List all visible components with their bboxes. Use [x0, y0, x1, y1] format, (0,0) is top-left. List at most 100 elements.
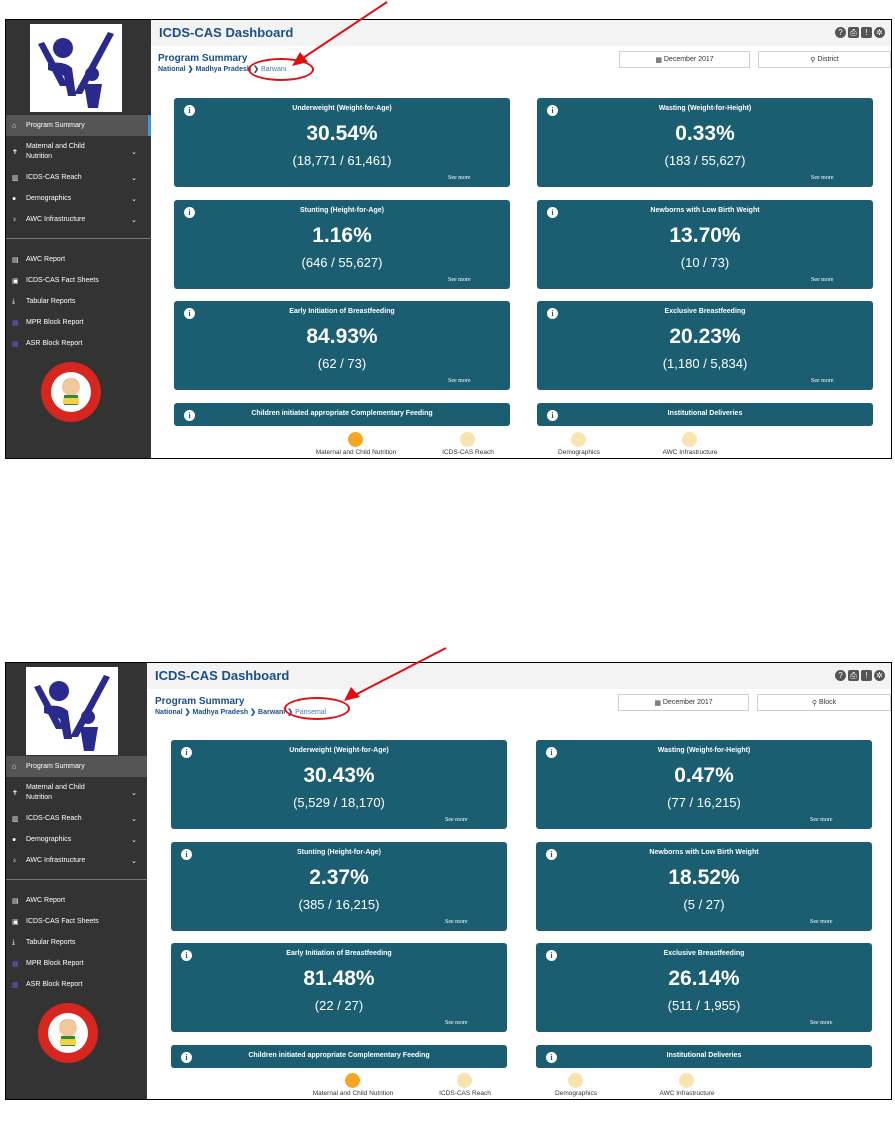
breadcrumb-item[interactable]: Madhya Pradesh	[192, 709, 249, 716]
info-icon[interactable]: i	[546, 747, 557, 758]
kpi-card-exclusive-breastfeeding: i Exclusive Breastfeeding 26.14% (511 / 1,9…	[536, 943, 872, 1032]
info-icon[interactable]: i	[181, 747, 192, 758]
see-more-link[interactable]: See more	[811, 175, 834, 181]
see-more-link[interactable]: See more	[810, 817, 833, 823]
sidebar-item-maternal-child-nutrition[interactable]: ✝ Maternal and Child Nutrition ⌄	[6, 136, 151, 167]
see-more-link[interactable]: See more	[810, 1020, 833, 1026]
see-more-link[interactable]: See more	[445, 1020, 468, 1026]
kpi-title: Wasting (Weight-for-Height)	[657, 747, 751, 754]
see-more-link[interactable]: See more	[448, 378, 471, 384]
sidebar-item-maternal-child-nutrition[interactable]: ✝ Maternal and Child Nutrition ⌄	[6, 777, 151, 808]
section-dot-infrastructure[interactable]	[682, 432, 697, 447]
sidebar-item-demographics[interactable]: ● Demographics ⌄	[6, 829, 151, 850]
section-dot-demographics[interactable]	[571, 432, 586, 447]
info-icon[interactable]: i	[184, 308, 195, 319]
section-dot-maternal[interactable]	[345, 1073, 360, 1088]
sidebar-item-asr-block-report[interactable]: ▦ ASR Block Report	[6, 974, 151, 995]
sidebar-item-icds-cas-reach[interactable]: ▥ ICDS-CAS Reach ⌄	[6, 808, 151, 829]
sidebar-item-awc-infrastructure[interactable]: ♀ AWC Infrastructure ⌄	[6, 850, 151, 871]
month-select[interactable]: ▦ December 2017	[618, 694, 749, 711]
kpi-value: 13.70%	[669, 224, 741, 247]
gear-icon[interactable]: ✲	[874, 27, 885, 38]
see-more-link[interactable]: See more	[445, 919, 468, 925]
sidebar-item-program-summary[interactable]: ⌂ Program Summary	[6, 756, 151, 777]
info-icon[interactable]: i	[181, 950, 192, 961]
sidebar-item-label: Demographics	[26, 195, 72, 202]
gear-icon[interactable]: ✲	[874, 670, 885, 681]
info-icon[interactable]: i	[547, 207, 558, 218]
kpi-value: 1.16%	[312, 224, 372, 247]
section-dot-demographics[interactable]	[568, 1073, 583, 1088]
info-icon[interactable]: i	[546, 1052, 557, 1063]
breadcrumb-item[interactable]: Barwani	[258, 709, 286, 716]
sidebar-item-mpr-block-report[interactable]: ▦ MPR Block Report	[6, 953, 151, 974]
see-more-link[interactable]: See more	[445, 817, 468, 823]
breadcrumb-item[interactable]: National	[158, 66, 186, 73]
kpi-value: 26.14%	[668, 967, 740, 990]
kpi-value: 0.47%	[674, 764, 734, 787]
section-dot-reach[interactable]	[460, 432, 475, 447]
section-dot-label: Maternal and Child Nutrition	[315, 449, 397, 456]
section-dot-maternal[interactable]	[348, 432, 363, 447]
sidebar-item-tabular-reports[interactable]: ⤓ Tabular Reports	[6, 932, 151, 953]
see-more-link[interactable]: See more	[811, 378, 834, 384]
info-icon[interactable]: i	[184, 410, 195, 421]
kpi-card-complementary-feeding: i Children initiated appropriate Compleme…	[174, 403, 510, 426]
sidebar-item-awc-infrastructure[interactable]: ♀ AWC Infrastructure ⌄	[6, 209, 151, 230]
section-dot-reach[interactable]	[457, 1073, 472, 1088]
kpi-title: Underweight (Weight-for-Age)	[292, 105, 392, 112]
see-more-link[interactable]: See more	[810, 919, 833, 925]
table-icon: ▦	[12, 340, 19, 348]
print-icon[interactable]: ⎙	[848, 670, 859, 681]
sidebar-item-asr-block-report[interactable]: ▦ ASR Block Report	[6, 333, 151, 354]
sidebar-item-program-summary[interactable]: ⌂ Program Summary	[6, 115, 151, 136]
sidebar-item-label: MPR Block Report	[26, 960, 84, 967]
sidebar-item-icds-cas-reach[interactable]: ▥ ICDS-CAS Reach ⌄	[6, 167, 151, 188]
table-icon: ▦	[12, 981, 19, 989]
see-more-link[interactable]: See more	[448, 277, 471, 283]
kpi-value: 18.52%	[668, 866, 740, 889]
sidebar-item-fact-sheets[interactable]: ▣ ICDS-CAS Fact Sheets	[6, 270, 151, 291]
sidebar-item-mpr-block-report[interactable]: ▦ MPR Block Report	[6, 312, 151, 333]
info-icon[interactable]: i	[547, 410, 558, 421]
kpi-title: Underweight (Weight-for-Age)	[289, 747, 389, 754]
help-icon[interactable]: ?	[835, 27, 846, 38]
breadcrumb-item[interactable]: Madhya Pradesh	[195, 66, 252, 73]
download-icon: ⤓	[12, 938, 16, 946]
see-more-link[interactable]: See more	[448, 175, 471, 181]
warning-icon[interactable]: !	[861, 27, 872, 38]
section-dot-label: AWC Infrastructure	[659, 1090, 715, 1097]
kpi-title: Newborns with Low Birth Weight	[649, 849, 759, 856]
location-select[interactable]: ⚲ District	[758, 51, 891, 68]
location-select[interactable]: ⚲ Block	[757, 694, 891, 711]
sidebar-item-label: AWC Report	[26, 897, 66, 904]
sidebar-divider	[6, 879, 151, 880]
info-icon[interactable]: i	[546, 849, 557, 860]
info-icon[interactable]: i	[181, 849, 192, 860]
info-icon[interactable]: i	[184, 207, 195, 218]
sidebar-item-fact-sheets[interactable]: ▣ ICDS-CAS Fact Sheets	[6, 911, 151, 932]
dashboard-screenshot-district: ⌂ Program Summary ✝ Maternal and Child Nut…	[5, 19, 892, 459]
help-icon[interactable]: ?	[835, 670, 846, 681]
info-icon[interactable]: i	[181, 1052, 192, 1063]
home-icon: ⌂	[12, 122, 17, 129]
kpi-card-stunting: i Stunting (Height-for-Age) 2.37% (385 / 16…	[171, 842, 507, 931]
sidebar-item-demographics[interactable]: ● Demographics ⌄	[6, 188, 151, 209]
section-dot-infrastructure[interactable]	[679, 1073, 694, 1088]
sidebar-item-tabular-reports[interactable]: ⤓ Tabular Reports	[6, 291, 151, 312]
sidebar-item-awc-report[interactable]: ▤ AWC Report	[6, 249, 151, 270]
section-dot-label: ICDS-CAS Reach	[442, 449, 494, 456]
month-select[interactable]: ▦ December 2017	[619, 51, 750, 68]
info-icon[interactable]: i	[547, 105, 558, 116]
chevron-down-icon: ⌄	[131, 216, 137, 224]
info-icon[interactable]: i	[546, 950, 557, 961]
warning-icon[interactable]: !	[861, 670, 872, 681]
info-icon[interactable]: i	[547, 308, 558, 319]
info-icon[interactable]: i	[184, 105, 195, 116]
breadcrumb-item[interactable]: National	[155, 709, 183, 716]
print-icon[interactable]: ⎙	[848, 27, 859, 38]
see-more-link[interactable]: See more	[811, 277, 834, 283]
sidebar-item-awc-report[interactable]: ▤ AWC Report	[6, 890, 151, 911]
toolbar: ? ⎙ ! ✲	[835, 27, 885, 38]
sidebar-item-label: Tabular Reports	[26, 939, 76, 946]
